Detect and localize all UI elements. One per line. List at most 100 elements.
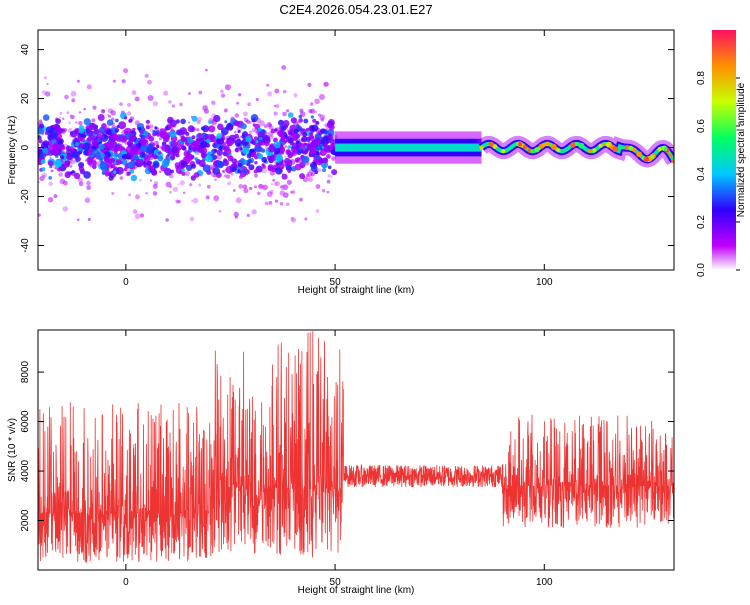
snr-ylabel: SNR (10 * v/v)	[7, 418, 18, 482]
spectral-core-blob	[87, 160, 93, 166]
spectral-halo-blob	[171, 104, 176, 108]
y-tick-label: 4000	[20, 459, 31, 482]
spectral-core-blob	[314, 170, 319, 175]
colorbar-tick-label: 0.4	[696, 167, 707, 181]
spectral-halo-blob	[284, 145, 288, 149]
spectral-halo-blob	[227, 181, 232, 186]
spectral-core-blob	[227, 124, 231, 129]
spectral-halo-blob	[251, 128, 256, 133]
spectral-halo-blob	[318, 94, 325, 100]
spectral-halo-blob	[238, 93, 242, 97]
y-tick-label: -40	[20, 238, 31, 253]
wavy-line-peak	[570, 142, 576, 148]
colorbar-tick-label: 0.6	[696, 119, 707, 133]
spectral-halo-blob	[71, 98, 76, 103]
spectral-core-blob	[270, 128, 276, 134]
spectral-halo-blob	[153, 140, 159, 146]
spectral-core-blob	[152, 129, 156, 134]
spectral-halo-blob	[196, 120, 201, 125]
spectral-core-blob	[205, 155, 213, 163]
spectral-core-blob	[137, 126, 142, 131]
spectral-halo-blob	[308, 109, 313, 114]
spectral-core-blob	[187, 125, 195, 133]
spectral-halo-blob	[286, 109, 290, 113]
spectral-core-blob	[121, 159, 128, 166]
spectral-core-blob	[222, 159, 230, 167]
spectral-core-blob	[85, 125, 91, 130]
spectral-halo-blob	[49, 156, 52, 159]
snr-ticks: 0 50 100 2000 4000 6000 8000	[20, 330, 674, 588]
spectral-core-blob	[191, 115, 198, 122]
spectral-halo-blob	[268, 201, 273, 205]
spectral-core-blob	[287, 112, 294, 118]
spectral-core-blob	[101, 171, 105, 175]
spectral-halo-blob	[235, 197, 242, 204]
spectral-halo-blob	[319, 114, 325, 120]
wavy-line-peak	[489, 142, 494, 147]
spectral-core-blob	[292, 135, 298, 141]
spectral-core-blob	[289, 141, 294, 146]
spectral-core-blob	[180, 160, 188, 168]
spectral-halo-blob	[53, 194, 58, 199]
spectral-halo-blob	[233, 130, 237, 134]
wavy-line-peak	[605, 142, 610, 147]
spectral-halo-blob	[78, 121, 83, 126]
spectral-core-blob	[38, 135, 42, 140]
spectral-core-blob	[142, 131, 149, 137]
spectral-halo-blob	[205, 195, 210, 200]
spectrogram-panel: 0 50 100 -40 -20 0 20 40 Height of straight lin…	[7, 29, 675, 296]
spectral-core-blob	[126, 171, 131, 176]
spectral-core-blob	[82, 142, 91, 151]
spectral-core-blob	[145, 125, 150, 130]
spectral-halo-blob	[163, 90, 169, 96]
spectral-halo-blob	[326, 179, 331, 184]
spectral-halo-blob	[111, 191, 115, 196]
spectral-core-blob	[143, 155, 151, 163]
spectral-core-blob	[191, 163, 196, 169]
spectrogram-ticks: 0 50 100 -40 -20 0 20 40	[20, 30, 674, 288]
spectral-halo-blob	[54, 166, 58, 170]
spectral-halo-blob	[331, 156, 336, 161]
spectral-halo-blob	[304, 217, 308, 221]
spectral-halo-blob	[38, 213, 41, 217]
spectral-core-blob	[153, 149, 161, 156]
spectral-halo-blob	[236, 101, 240, 105]
spectral-halo-blob	[246, 213, 250, 217]
spectral-core-blob	[273, 137, 278, 143]
spectral-halo-blob	[196, 128, 200, 132]
spectral-core-blob	[127, 142, 133, 148]
spectral-core-blob	[327, 165, 332, 170]
spectral-halo-blob	[84, 197, 91, 203]
spectral-halo-blob	[286, 179, 292, 185]
spectral-halo-blob	[144, 73, 149, 78]
spectral-core-blob	[139, 152, 146, 158]
spectral-core-blob	[298, 118, 304, 123]
colorbar-tick-label: 0.0	[696, 263, 707, 277]
spectral-core-blob	[42, 147, 49, 155]
spectral-core-blob	[312, 118, 317, 123]
spectral-core-blob	[146, 143, 154, 151]
spectral-core-blob	[203, 153, 208, 158]
spectral-core-blob	[53, 142, 59, 148]
wavy-line-peak	[612, 146, 618, 153]
colorbar: 0.0 0.2 0.4 0.6 0.8 Normalized spectral ampl…	[696, 30, 747, 277]
spectral-core-blob	[320, 138, 326, 145]
spectral-halo-blob	[59, 111, 63, 115]
y-tick-label: 0	[20, 144, 31, 150]
spectral-band-2	[335, 131, 482, 164]
spectral-halo-blob	[315, 184, 321, 189]
spectral-core-blob	[42, 114, 50, 121]
wavy-line-peak	[650, 154, 655, 159]
spectral-core-blob	[93, 138, 98, 143]
spectral-core-blob	[231, 166, 237, 172]
spectral-halo-blob	[254, 173, 258, 178]
spectral-core-blob	[206, 143, 211, 148]
spectral-core-blob	[264, 140, 270, 147]
spectral-core-blob	[200, 126, 205, 131]
spectral-halo-blob	[86, 185, 91, 190]
wavy-line-peak	[663, 147, 668, 151]
spectral-core-blob	[140, 144, 148, 152]
spectral-core-blob	[99, 161, 108, 170]
spectral-core-blob	[113, 166, 118, 170]
spectral-core-blob	[295, 140, 300, 145]
